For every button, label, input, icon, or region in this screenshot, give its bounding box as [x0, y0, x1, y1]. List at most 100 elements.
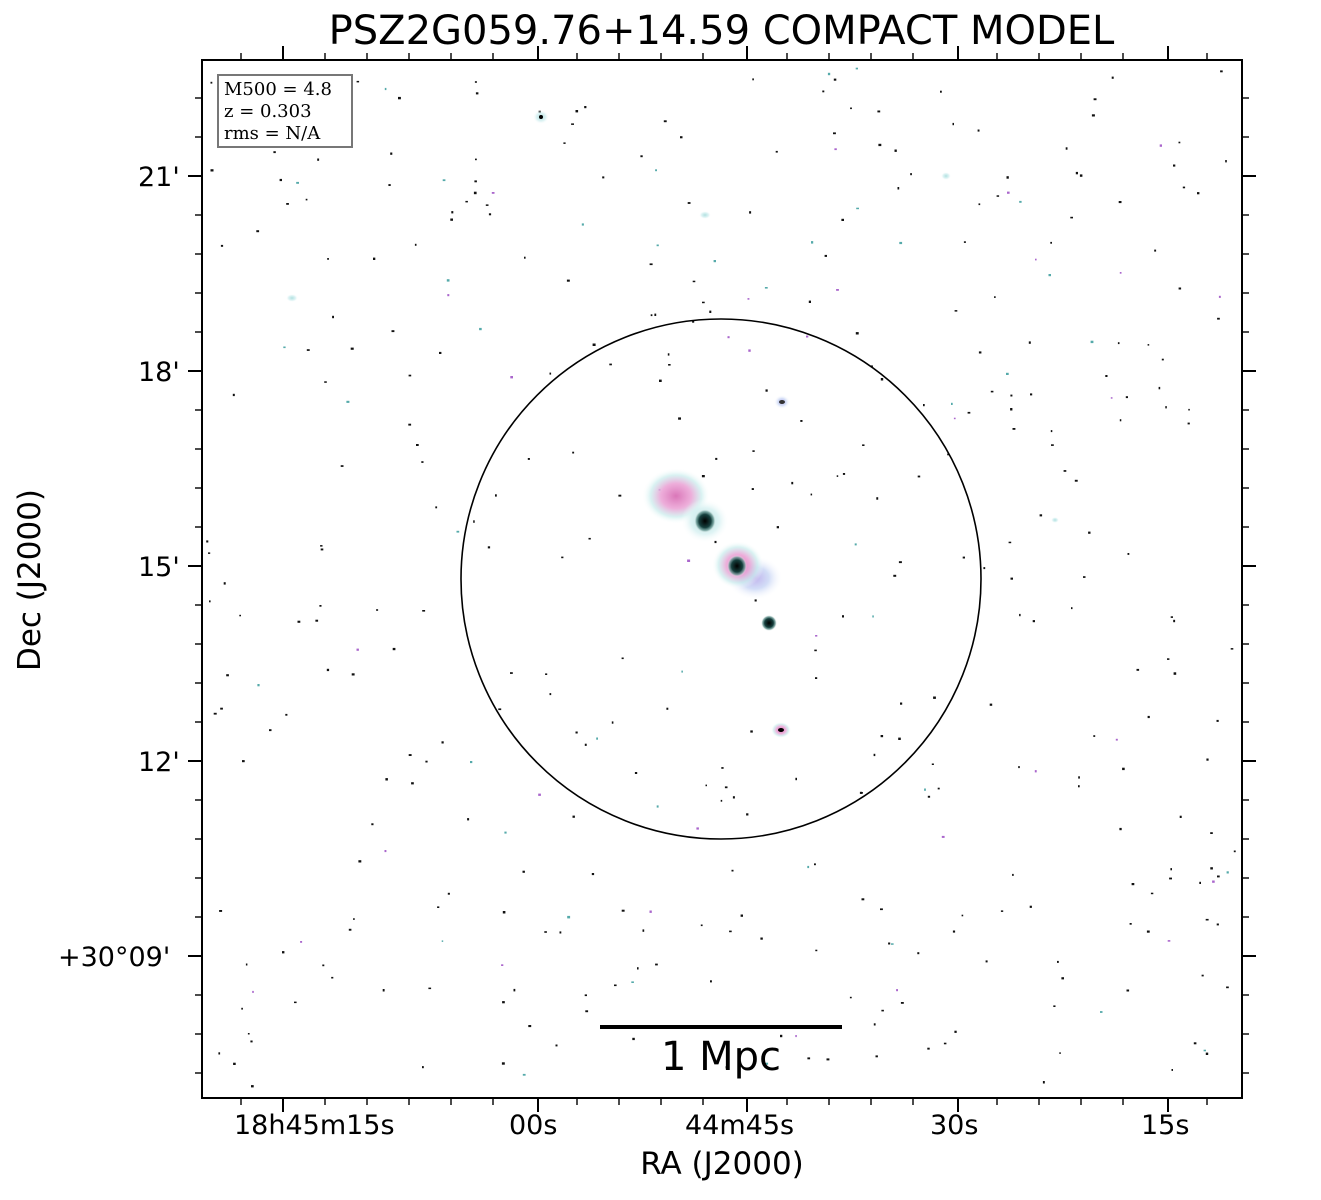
noise-speck — [315, 619, 319, 622]
noise-speck — [924, 788, 926, 791]
noise-speck — [491, 192, 495, 194]
noise-speck — [876, 497, 879, 500]
noise-speck — [1199, 881, 1201, 884]
noise-speck — [223, 582, 226, 585]
noise-speck — [252, 990, 254, 993]
noise-speck — [937, 787, 940, 790]
noise-speck — [814, 649, 817, 652]
noise-speck — [522, 1073, 526, 1076]
noise-speck — [746, 813, 749, 816]
noise-speck — [791, 481, 794, 485]
source-outer-2 — [941, 172, 951, 180]
noise-speck — [1050, 241, 1052, 244]
noise-speck — [862, 444, 865, 446]
noise-speck — [1008, 541, 1012, 544]
noise-speck — [696, 827, 699, 830]
noise-speck — [585, 1010, 589, 1013]
noise-speck — [667, 353, 670, 356]
noise-speck — [621, 657, 624, 660]
noise-speck — [1154, 249, 1157, 252]
noise-speck — [1057, 960, 1059, 963]
noise-speck — [800, 420, 803, 422]
noise-speck — [422, 1066, 424, 1069]
noise-speck — [640, 155, 643, 158]
noise-speck — [749, 211, 752, 214]
noise-speck — [447, 294, 450, 297]
noise-speck — [842, 473, 846, 475]
noise-speck — [760, 937, 763, 940]
noise-speck — [1217, 317, 1220, 320]
noise-speck — [748, 349, 751, 352]
noise-speck — [1205, 918, 1209, 921]
noise-speck — [1034, 770, 1037, 773]
noise-speck — [1126, 989, 1130, 992]
noise-speck — [996, 195, 1000, 197]
noise-speck — [927, 1047, 930, 1050]
noise-speck — [656, 805, 659, 808]
noise-speck — [1051, 444, 1054, 446]
noise-speck — [951, 402, 953, 405]
noise-speck — [754, 599, 757, 602]
noise-speck — [873, 1023, 876, 1026]
noise-speck — [1146, 930, 1150, 933]
noise-speck — [642, 929, 645, 932]
noise-speck — [435, 506, 438, 509]
noise-speck — [475, 158, 477, 161]
noise-speck — [596, 737, 598, 740]
noise-speck — [709, 310, 712, 313]
noise-speck — [807, 865, 810, 869]
noise-speck — [351, 673, 355, 676]
noise-speck — [609, 363, 612, 366]
noise-speck — [855, 332, 859, 335]
source-outer-4 — [286, 294, 298, 302]
noise-speck — [348, 928, 352, 931]
noise-speck — [618, 494, 622, 497]
noise-speck — [666, 707, 669, 710]
noise-speck — [815, 949, 818, 952]
noise-speck — [1048, 274, 1051, 277]
noise-speck — [1119, 827, 1122, 831]
noise-speck — [1150, 892, 1154, 895]
x-tick-label: 30s — [930, 1110, 979, 1141]
noise-speck — [1230, 648, 1234, 650]
noise-speck — [549, 372, 552, 375]
noise-speck — [891, 943, 894, 945]
noise-speck — [943, 1042, 947, 1045]
noise-speck — [581, 223, 584, 226]
noise-speck — [1188, 408, 1190, 411]
noise-speck — [473, 520, 475, 523]
noise-speck — [947, 453, 950, 456]
noise-speck — [1201, 974, 1204, 977]
noise-speck — [1197, 192, 1200, 195]
noise-speck — [545, 673, 548, 675]
noise-speck — [376, 609, 379, 611]
noise-speck — [584, 994, 587, 997]
noise-speck — [1178, 141, 1181, 144]
noise-speck — [326, 668, 330, 672]
noise-speck — [1006, 372, 1009, 375]
noise-speck — [358, 860, 362, 863]
noise-speck — [727, 336, 730, 339]
noise-speck — [900, 1002, 904, 1004]
info-redshift: z = 0.303 — [224, 101, 312, 122]
noise-speck — [1218, 295, 1221, 298]
noise-speck — [896, 989, 898, 992]
noise-speck — [894, 149, 897, 152]
noise-speck — [923, 404, 925, 407]
noise-speck — [888, 942, 891, 945]
noise-speck — [416, 444, 419, 446]
noise-speck — [663, 120, 667, 123]
noise-speck — [247, 1033, 250, 1035]
noise-speck — [1032, 620, 1035, 623]
noise-speck — [1206, 758, 1209, 761]
noise-speck — [1093, 98, 1097, 101]
noise-speck — [233, 1062, 236, 1065]
noise-speck — [450, 218, 453, 221]
noise-speck — [1210, 867, 1213, 870]
noise-speck — [513, 988, 516, 992]
noise-speck — [239, 614, 241, 617]
noise-speck — [1169, 877, 1172, 880]
noise-speck — [208, 552, 211, 554]
noise-speck — [834, 148, 837, 151]
noise-speck — [487, 546, 491, 549]
